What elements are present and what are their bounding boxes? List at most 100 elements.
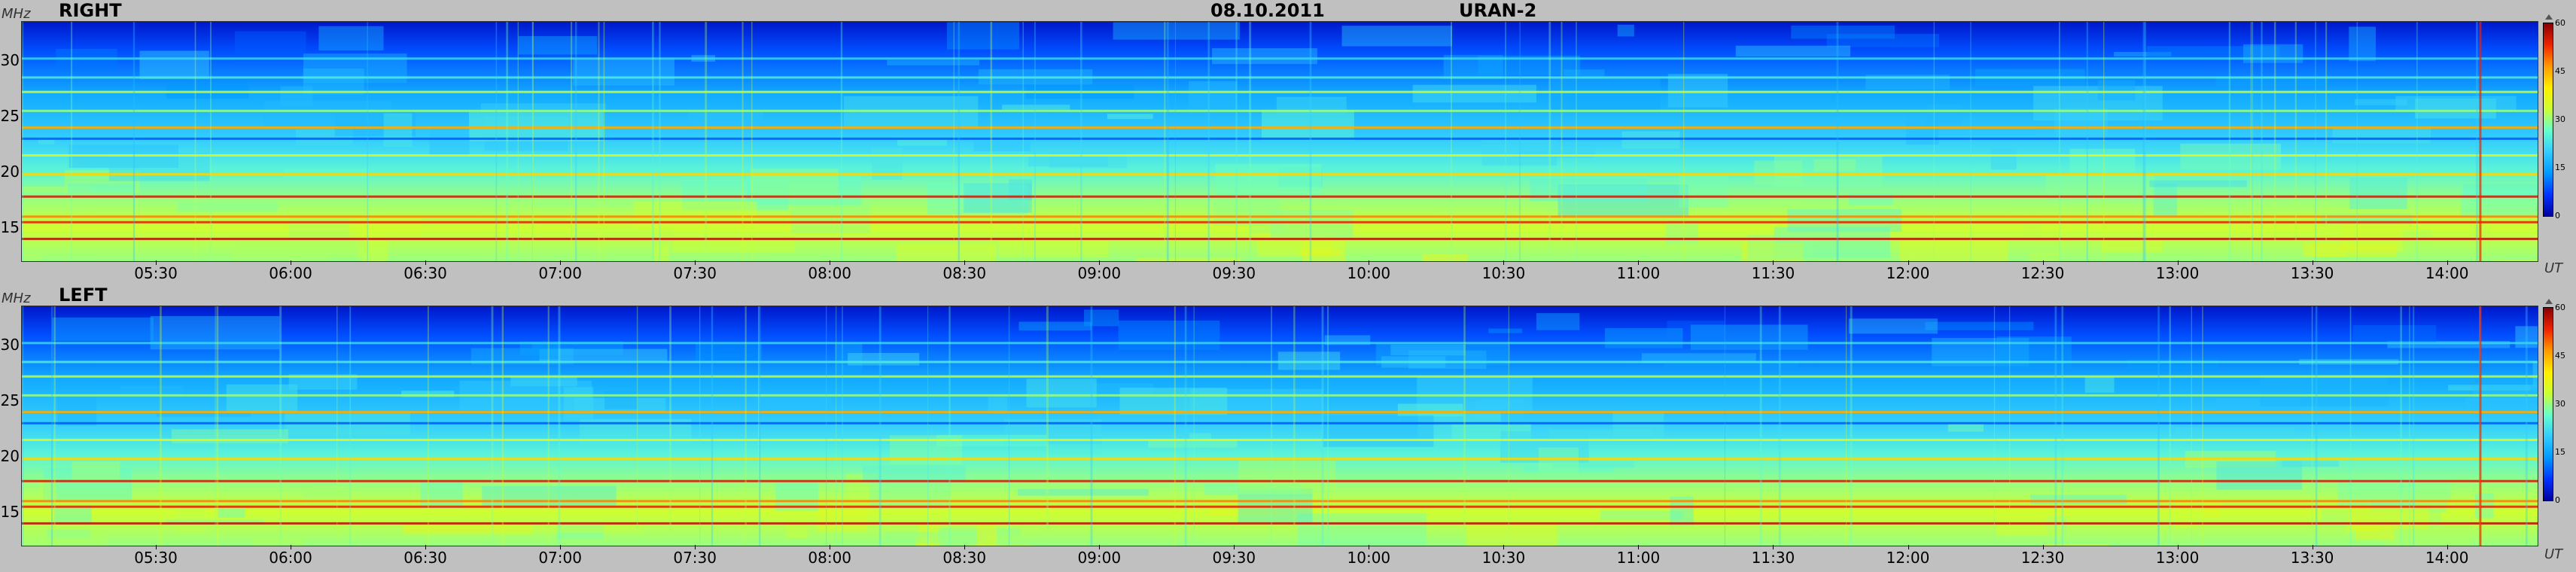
intensity-patch: [39, 478, 56, 506]
spike-line: [1451, 22, 1452, 261]
spike-line: [1759, 306, 1762, 546]
intensity-patch: [383, 113, 413, 147]
x-tick-label: 09:30: [1212, 549, 1256, 567]
spike-line: [1166, 22, 1169, 261]
intensity-patch: [2215, 76, 2328, 86]
intensity-patch: [682, 179, 789, 211]
spectrogram-plot[interactable]: [21, 306, 2538, 546]
intensity-patch: [2260, 375, 2389, 406]
intensity-patch: [355, 218, 423, 236]
intensity-patch: [964, 183, 1032, 213]
spike-line: [1090, 306, 1093, 546]
spike-line: [2476, 22, 2478, 261]
intensity-patch: [896, 244, 997, 261]
spike-line: [491, 306, 494, 546]
interference-band: [22, 361, 2538, 364]
interference-band: [22, 221, 2538, 224]
intensity-patch: [482, 485, 617, 506]
intensity-patch: [834, 342, 863, 378]
spike-line: [1327, 306, 1329, 546]
x-tick-label: 12:00: [1886, 264, 1930, 282]
spike-line: [2061, 306, 2064, 546]
colorbar-tick-label: 15: [2555, 163, 2565, 172]
intensity-patch: [2494, 260, 2538, 261]
intensity-patch: [403, 522, 533, 534]
intensity-patch: [176, 505, 206, 533]
spike-line: [669, 306, 671, 546]
intensity-patch: [295, 129, 354, 145]
interference-band: [22, 126, 2538, 129]
interference-band: [22, 195, 2538, 198]
x-tick-mark: [2042, 545, 2044, 549]
intensity-patch: [334, 112, 416, 136]
intensity-patch: [604, 391, 638, 409]
x-tick-label: 10:00: [1347, 264, 1391, 282]
intensity-patch: [1018, 488, 1149, 496]
intensity-patch: [72, 461, 120, 482]
spike-line: [2409, 306, 2410, 546]
spike-line: [2349, 306, 2352, 546]
spike-line: [532, 22, 534, 261]
spike-line: [2103, 22, 2105, 261]
x-tick-label: 08:30: [942, 264, 987, 282]
intensity-patch: [1600, 510, 1684, 520]
intensity-patch: [2462, 184, 2538, 198]
spike-line: [1022, 22, 1024, 261]
x-tick-mark: [1234, 545, 1235, 549]
intensity-patch: [1422, 254, 1469, 261]
intensity-patch: [2355, 524, 2395, 540]
spectrogram-plot[interactable]: [21, 21, 2538, 262]
intensity-patch: [883, 531, 987, 543]
intensity-patch: [303, 68, 364, 96]
intensity-patch: [1552, 461, 1634, 468]
intensity-patch: [1211, 48, 1317, 65]
intensity-patch: [2465, 397, 2538, 409]
intensity-patch: [1278, 167, 1323, 187]
x-tick-mark: [425, 545, 427, 549]
x-axis-unit: UT: [2544, 260, 2563, 276]
intensity-patch: [303, 485, 349, 500]
intensity-patch: [46, 529, 91, 540]
intensity-patch: [2353, 325, 2437, 344]
intensity-patch: [1564, 69, 1605, 77]
intensity-patch: [1277, 351, 1341, 370]
intensity-patch: [1664, 361, 1799, 367]
spike-line: [1836, 22, 1839, 261]
y-tick-label: 20: [0, 446, 20, 465]
intensity-patch: [556, 522, 604, 540]
intensity-patch: [1849, 193, 1893, 205]
intensity-patch: [988, 397, 1008, 414]
spike-line: [1249, 22, 1252, 261]
intensity-patch: [608, 545, 649, 546]
intensity-patch: [67, 184, 133, 193]
intensity-patch: [845, 473, 878, 502]
intensity-patch: [1536, 313, 1580, 330]
interference-band: [22, 57, 2538, 60]
intensity-patch: [1261, 109, 1354, 141]
intensity-patch: [1947, 423, 1984, 432]
intensity-patch: [318, 26, 384, 51]
spectrogram-image: [22, 22, 2538, 261]
intensity-patch: [253, 537, 304, 546]
intensity-patch: [177, 202, 278, 212]
intensity-patch: [1774, 227, 1890, 258]
spike-line: [1778, 306, 1781, 546]
interference-band: [22, 342, 2538, 345]
x-tick-mark: [1099, 260, 1101, 265]
colorbar: [2543, 23, 2553, 217]
intensity-patch: [2341, 221, 2404, 252]
date-label: 08.10.2011: [1210, 0, 1325, 21]
intensity-patch: [2045, 174, 2154, 203]
intensity-patch: [1742, 242, 1804, 261]
intensity-patch: [230, 239, 364, 260]
spike-line: [757, 306, 760, 546]
x-tick-mark: [695, 260, 696, 265]
spike-line: [927, 306, 929, 546]
scale-toggle-icon[interactable]: [2544, 11, 2553, 20]
spike-line: [1046, 306, 1049, 546]
scale-toggle-icon[interactable]: [2544, 295, 2553, 304]
intensity-patch: [1791, 26, 1895, 39]
intensity-patch: [1848, 318, 1938, 334]
spike-line: [659, 22, 661, 261]
intensity-patch: [1667, 321, 1725, 339]
